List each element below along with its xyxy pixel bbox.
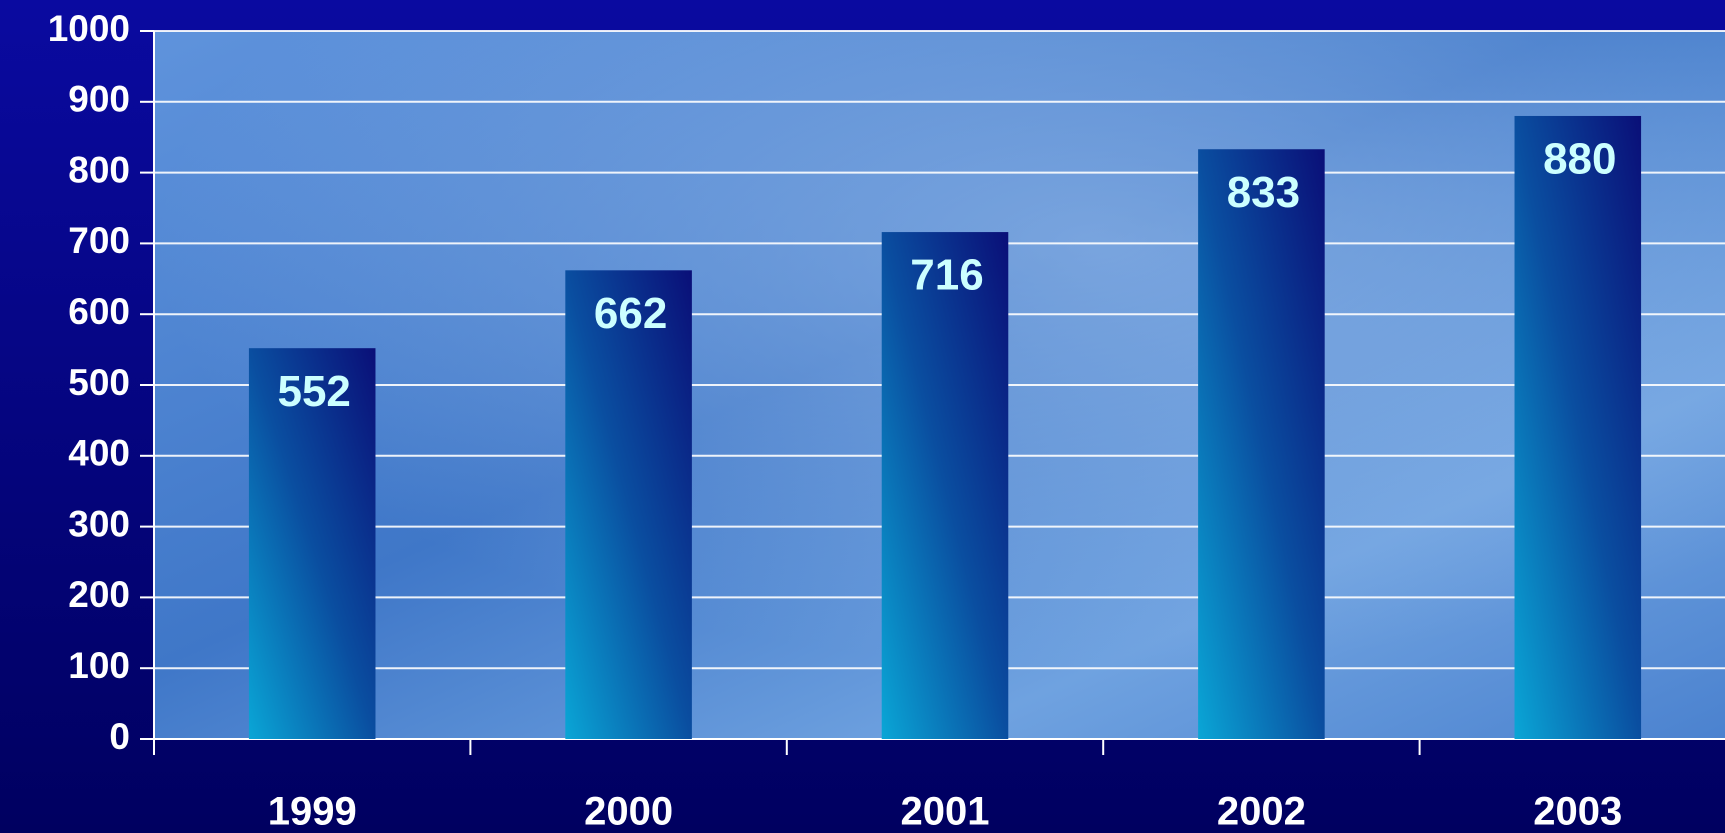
x-tick-label: 2002 [1217,790,1306,833]
value-label: 662 [594,289,667,338]
y-tick-label: 100 [68,645,130,686]
x-tick-label: 2001 [901,790,990,833]
y-tick-label: 900 [68,79,130,120]
bar [881,232,1009,739]
value-label: 880 [1543,135,1616,184]
bar [565,270,692,739]
bar [248,348,376,739]
bar [1514,115,1642,739]
y-tick-label: 400 [68,433,130,474]
value-label: 716 [910,251,983,300]
value-label: 833 [1227,168,1300,217]
y-tick-label: 800 [68,149,130,190]
x-tick-label: 1999 [268,790,357,833]
x-tick-label: 2000 [584,790,673,833]
y-tick-label: 500 [68,362,130,403]
x-tick-label: 2003 [1533,790,1622,833]
y-tick-label: 300 [68,503,130,544]
y-tick-label: 0 [109,716,130,757]
y-tick-label: 700 [68,220,130,261]
bar [1198,149,1325,740]
y-tick-label: 200 [68,574,130,615]
value-label: 552 [277,367,350,416]
y-tick-label: 600 [68,291,130,332]
y-tick-label: 1000 [48,8,130,49]
